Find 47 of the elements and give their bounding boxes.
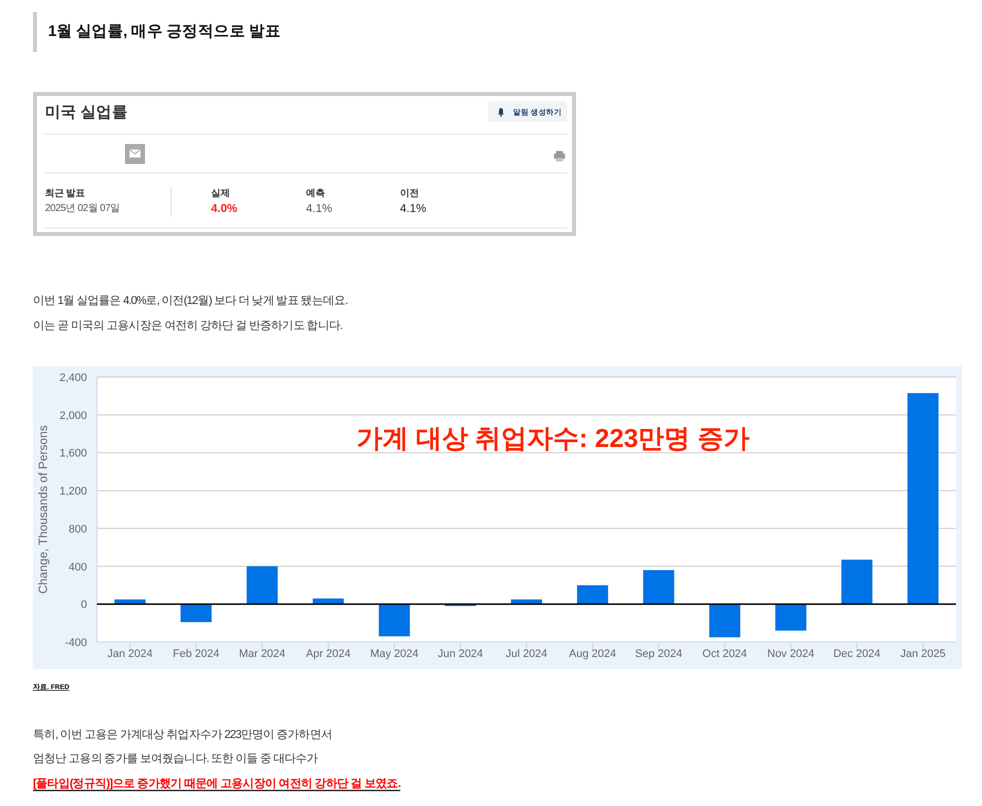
x-tick-label: Jul 2024 [506,648,548,660]
x-tick-label: Aug 2024 [569,648,616,660]
bar [841,560,872,604]
text: 4.1% [306,203,332,215]
text: 이는 곧 미국의 고용시장은 여전히 강하단 걸 반증하기도 합니다. [33,320,343,332]
x-tick-label: Oct 2024 [702,648,748,660]
y-tick-label: 2,400 [59,372,87,384]
bar [775,604,806,631]
text: 4.0% [211,203,238,215]
y-tick-label: 0 [80,599,87,612]
bar [246,566,278,604]
x-tick-label: Jun 2024 [438,648,484,660]
y-tick-label: 400 [68,561,87,574]
text: 엄청난 고용의 증가를 보여줬습니다. 또한 이들 중 대다수가 [33,753,319,765]
text: 이번 1월 실업률은 4.0%로, 이전(12월) 보다 더 낮게 발표 됐는데요. [33,295,348,307]
bar [577,585,608,604]
y-tick-label: -400 [64,637,87,649]
x-tick-label: Feb 2024 [172,648,220,660]
text: 1월 실업률, 매우 긍정적으로 발표 [48,23,281,40]
text: [풀타입(정규직)]으로 증가했기 때문에 고용시장이 여전히 강하단 걸 보였죠. [33,777,401,790]
text: 4.1% [400,203,426,215]
y-tick-label: 1,600 [59,448,87,460]
x-tick-label: Jan 2025 [900,648,946,660]
text: 예측 [306,188,326,199]
text: 최근 발표 [45,188,86,199]
bar [643,570,674,604]
bar [180,604,212,622]
x-tick-label: Mar 2024 [238,648,286,660]
bar [907,393,938,604]
x-tick-label: Jan 2024 [107,648,153,660]
annotation: 가계 대상 취업자수: 223만명 증가 [356,423,750,453]
y-tick-label: 1,200 [59,486,87,498]
text: 이전 [400,188,419,199]
text: 특히, 이번 고용은 가계대상 취업자수가 223만명이 증가하면서 [33,729,332,741]
bar [378,604,410,636]
x-tick-label: Sep 2024 [635,648,682,660]
bar [709,604,740,638]
x-tick-label: May 2024 [370,648,418,660]
x-tick-label: Dec 2024 [833,648,880,660]
text: 2025년 02월 07일 [45,203,120,214]
y-tick-label: 2,000 [59,410,87,422]
x-tick-label: Apr 2024 [306,648,351,660]
x-tick-label: Nov 2024 [767,648,814,660]
text: 미국 실업률 [45,104,128,121]
y-tick-label: 800 [68,523,87,536]
y-axis-title: Change, Thousands of Persons [36,425,50,594]
text: 실제 [211,188,230,199]
